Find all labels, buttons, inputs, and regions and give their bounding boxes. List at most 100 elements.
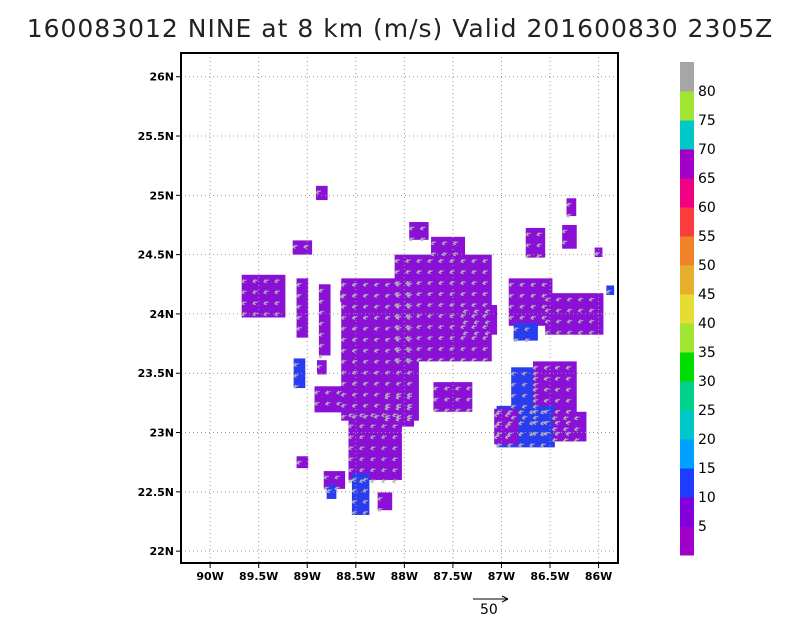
- wind-arrow: [427, 291, 433, 297]
- wind-arrow: [416, 302, 422, 308]
- wind-arrow: [296, 460, 302, 465]
- colorbar-label: 20: [698, 432, 716, 448]
- wind-arrow: [318, 343, 325, 348]
- wind-arrow: [394, 302, 400, 308]
- wind-arrow: [419, 226, 426, 231]
- wind-arrow: [340, 326, 347, 331]
- wind-arrow: [471, 324, 477, 330]
- wind-arrow: [394, 324, 400, 330]
- wind-arrow: [405, 280, 411, 286]
- x-axis: 90W 89.5W 89W 88.5W 88W 87.5W 87W 86.5W 86W: [196, 563, 612, 583]
- wind-arrow: [419, 237, 426, 242]
- wind-arrow: [482, 280, 488, 286]
- wind-arrow: [406, 417, 413, 422]
- wind-arrow: [471, 280, 477, 286]
- wind-arrow: [427, 258, 433, 264]
- wind-arrow: [296, 315, 302, 320]
- wind-arrow: [373, 315, 380, 320]
- colorbar-label: 70: [698, 142, 716, 158]
- wind-arrow: [544, 319, 551, 324]
- colorbar-label: 55: [698, 229, 716, 245]
- colorbar-segment: [680, 410, 694, 440]
- data-cell: [296, 456, 309, 469]
- wind-arrow: [384, 337, 391, 342]
- wind-arrow: [362, 370, 369, 375]
- wind-arrow: [340, 392, 347, 397]
- wind-arrow: [482, 346, 488, 352]
- wind-arrow: [416, 291, 422, 297]
- wind-arrow: [594, 251, 600, 256]
- wind-arrow: [588, 319, 595, 324]
- wind-arrow: [384, 381, 391, 386]
- wind-arrow: [416, 335, 422, 341]
- wind-arrow: [518, 442, 524, 448]
- wind-arrow: [359, 456, 365, 462]
- wind-arrow: [373, 381, 380, 386]
- wind-arrow: [296, 282, 302, 287]
- wind-arrow: [392, 434, 398, 440]
- wind-arrow: [441, 251, 448, 257]
- colorbar-segment: [680, 439, 694, 469]
- wind-arrow: [518, 409, 524, 415]
- wind-arrow: [563, 437, 569, 443]
- wind-arrow: [339, 294, 346, 299]
- wind-arrow: [303, 244, 309, 249]
- wind-arrow: [521, 393, 528, 398]
- wind-arrow: [460, 324, 466, 330]
- wind-arrow: [314, 390, 320, 395]
- wind-arrow: [362, 359, 369, 364]
- wind-arrow: [405, 335, 411, 341]
- wind-arrow: [362, 381, 369, 386]
- wind-arrow: [605, 289, 612, 294]
- wind-arrow: [362, 304, 369, 309]
- wind-arrow: [316, 364, 323, 369]
- wind-arrow: [543, 365, 550, 370]
- wind-arrow: [554, 420, 561, 425]
- wind-arrow: [406, 370, 413, 375]
- wind-arrow: [351, 510, 358, 515]
- wind-arrow: [565, 409, 572, 414]
- wind-arrow: [427, 280, 433, 286]
- wind-arrow: [471, 291, 477, 297]
- wind-arrow: [296, 304, 302, 309]
- reference-vector: 50: [473, 595, 509, 618]
- wind-arrow: [340, 381, 347, 386]
- data-cell: [594, 247, 603, 257]
- wind-arrow: [430, 240, 437, 246]
- wind-arrow: [504, 412, 511, 418]
- wind-arrow: [318, 288, 325, 293]
- wind-arrow: [449, 280, 455, 286]
- wind-arrow: [555, 308, 562, 313]
- wind-arrow: [544, 297, 551, 302]
- wind-arrow: [449, 324, 455, 330]
- wind-arrow: [293, 362, 299, 367]
- wind-arrow: [263, 300, 269, 306]
- wind-arrow: [577, 308, 584, 313]
- wind-arrow: [405, 258, 411, 264]
- colorbar-segment: [680, 236, 694, 266]
- wind-arrow: [336, 390, 342, 395]
- wind-arrow: [541, 282, 547, 287]
- wind-arrow: [351, 293, 358, 298]
- wind-arrow: [532, 387, 539, 392]
- wind-arrow: [348, 423, 354, 429]
- data-cell: [513, 322, 538, 341]
- wind-arrow: [482, 258, 488, 264]
- wind-arrow: [348, 456, 354, 462]
- wind-arrow: [394, 346, 400, 352]
- wind-arrow: [524, 326, 530, 332]
- wind-arrow: [359, 434, 365, 440]
- data-cell: [241, 274, 286, 318]
- wind-arrow: [370, 456, 376, 462]
- colorbar-label: 25: [698, 403, 716, 419]
- data-cell: [326, 484, 337, 499]
- wind-arrow: [351, 499, 358, 504]
- wind-arrow: [460, 291, 466, 297]
- wind-arrow: [359, 445, 365, 451]
- wind-arrow: [395, 381, 402, 386]
- wind-arrow: [541, 315, 547, 320]
- wind-arrow: [351, 403, 358, 408]
- wind-arrow: [351, 348, 358, 353]
- wind-arrow: [351, 315, 358, 320]
- wind-arrow: [554, 376, 561, 381]
